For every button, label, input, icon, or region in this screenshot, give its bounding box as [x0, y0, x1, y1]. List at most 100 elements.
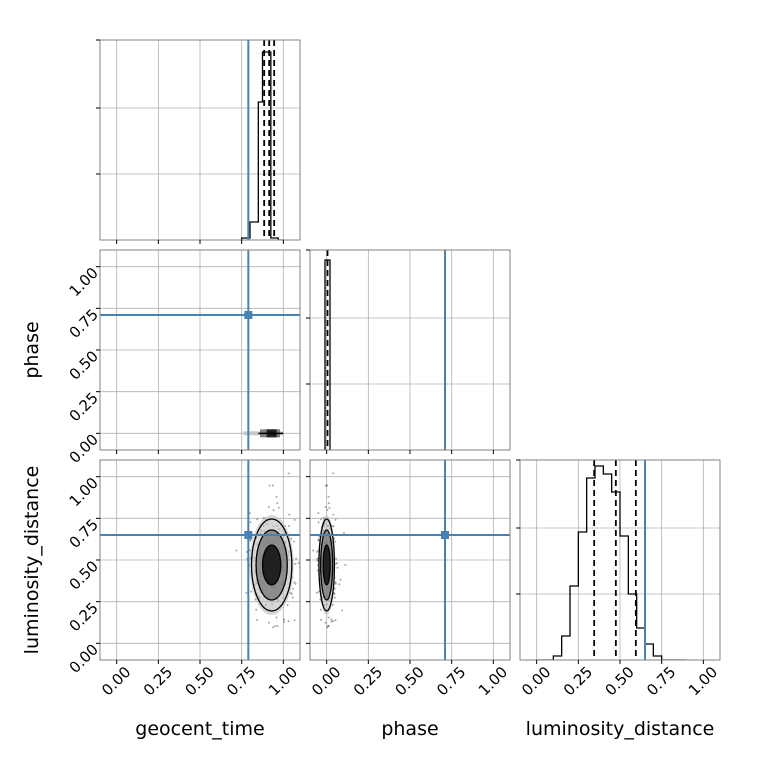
- panel-plot-area: [310, 250, 510, 450]
- x-tick-label: 0.50: [181, 663, 217, 699]
- x-tick-label: 0.50: [391, 663, 427, 699]
- x-axis-label-phase: phase: [381, 718, 438, 740]
- sample-point: [255, 608, 258, 611]
- sample-point: [327, 502, 330, 505]
- sample-point: [307, 579, 309, 581]
- sample-point: [315, 591, 318, 594]
- sample-point: [334, 562, 337, 565]
- sample-point: [316, 532, 318, 534]
- sample-point: [333, 592, 336, 595]
- sample-point: [293, 619, 296, 622]
- sample-point: [276, 625, 279, 628]
- sample-point: [250, 590, 253, 593]
- sample-point: [256, 518, 259, 521]
- density-contour: [318, 518, 336, 612]
- sample-point: [277, 506, 280, 509]
- x-tick-label: 0.75: [433, 663, 469, 699]
- y-tick-label: 0.25: [66, 389, 102, 425]
- y-tick-label: 1.00: [66, 264, 102, 300]
- sample-point: [341, 609, 344, 612]
- sample-point: [245, 591, 248, 594]
- sample-point: [327, 625, 330, 628]
- sample-point: [249, 521, 252, 524]
- panel-plot-area: [100, 460, 318, 660]
- sample-point: [274, 625, 277, 628]
- sample-point: [332, 472, 335, 475]
- sample-point: [293, 518, 296, 521]
- y-axis-label-luminosity-distance: luminosity_distance: [21, 466, 43, 655]
- sample-point: [320, 518, 323, 521]
- panel-plot-area: [310, 460, 510, 660]
- y-axis-label-phase: phase: [21, 321, 43, 378]
- sample-point: [249, 512, 252, 515]
- sample-point: [334, 582, 337, 585]
- sample-point: [317, 521, 320, 524]
- sample-point: [334, 619, 337, 622]
- sample-point: [249, 538, 252, 541]
- x-tick-label: 0.25: [140, 663, 176, 699]
- sample-point: [272, 509, 275, 512]
- sample-point: [326, 509, 329, 512]
- sample-point: [319, 608, 322, 611]
- sample-point: [290, 592, 293, 595]
- histogram-line: [241, 51, 284, 240]
- y-tick-label: 0.50: [66, 557, 102, 593]
- sample-point: [317, 590, 320, 593]
- sample-point: [271, 484, 274, 487]
- sample-point: [275, 616, 278, 619]
- x-tick-label: 0.00: [308, 663, 344, 699]
- sample-point: [326, 484, 329, 487]
- sample-point: [317, 512, 320, 515]
- sample-point: [283, 620, 286, 623]
- sample-point: [317, 538, 320, 541]
- sample-point: [333, 596, 336, 599]
- x-tick-label: 1.00: [685, 663, 721, 699]
- sample-point: [256, 618, 259, 621]
- panel-geocent-time-vs-phase: 0.00 0.25 0.50 0.75 1.00: [66, 249, 301, 467]
- x-tick-label: 0.75: [643, 663, 679, 699]
- sample-point: [324, 621, 327, 624]
- sample-point: [327, 616, 330, 619]
- sample-point: [338, 583, 341, 586]
- density-contour: [322, 544, 331, 586]
- sample-point: [293, 581, 296, 584]
- sample-point: [336, 562, 339, 565]
- sample-point: [334, 518, 337, 521]
- sample-point: [324, 484, 327, 487]
- sample-point: [294, 562, 297, 565]
- truth-marker: [244, 531, 253, 539]
- sample-point: [249, 539, 252, 542]
- sample-point: [333, 587, 336, 590]
- hist-panel-luminosity-distance: 0.00 0.25 0.50 0.75 1.00: [516, 459, 721, 699]
- sample-point: [317, 539, 320, 542]
- x-axis-label-geocent-time: geocent_time: [135, 718, 264, 740]
- sample-point: [336, 566, 339, 569]
- sample-point: [334, 581, 337, 584]
- density-contour: [261, 544, 282, 586]
- sample-point: [287, 472, 290, 475]
- sample-point: [331, 604, 334, 607]
- sample-point: [312, 549, 315, 552]
- sample-point: [245, 550, 248, 553]
- panel-phase-vs-luminosity-distance: 0.00 0.25 0.50 0.75 1.00: [306, 459, 511, 699]
- sample-point: [286, 604, 289, 607]
- sample-point: [334, 540, 337, 543]
- sample-point: [320, 618, 323, 621]
- panel-plot-area: [520, 460, 720, 660]
- sample-point: [316, 557, 319, 560]
- sample-point: [311, 609, 313, 611]
- y-tick-label: 1.00: [66, 474, 102, 510]
- x-tick-label: 1.00: [475, 663, 511, 699]
- sample-point: [326, 626, 329, 629]
- panel-plot-area: [100, 40, 300, 240]
- sample-point: [324, 506, 327, 509]
- sample-point: [292, 540, 295, 543]
- x-tick-label: 0.75: [223, 663, 259, 699]
- panel-geocent-time-vs-luminosity-distance: 0.00 0.25 0.50 0.75 1.000.000.250.500.751.00: [66, 459, 318, 699]
- sample-point: [316, 559, 319, 562]
- sample-point: [248, 549, 251, 552]
- hist-panel-geocent-time: [96, 39, 301, 244]
- sample-point: [288, 525, 291, 528]
- sample-point: [303, 583, 305, 585]
